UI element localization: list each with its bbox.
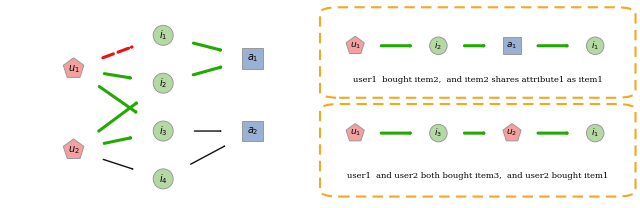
Text: $i_2$: $i_2$	[435, 40, 442, 52]
FancyBboxPatch shape	[243, 121, 263, 141]
Text: $i_3$: $i_3$	[435, 127, 442, 139]
Ellipse shape	[586, 37, 604, 54]
Polygon shape	[63, 139, 84, 158]
Ellipse shape	[586, 124, 604, 142]
Text: $a_1$: $a_1$	[247, 52, 259, 64]
Ellipse shape	[429, 124, 447, 142]
Polygon shape	[63, 58, 84, 77]
FancyBboxPatch shape	[320, 7, 636, 98]
Text: $i_2$: $i_2$	[159, 76, 167, 90]
Ellipse shape	[153, 73, 173, 93]
Text: $i_1$: $i_1$	[591, 127, 599, 139]
Text: $u_1$: $u_1$	[349, 128, 361, 138]
FancyBboxPatch shape	[503, 37, 521, 54]
Ellipse shape	[429, 37, 447, 54]
FancyBboxPatch shape	[243, 48, 263, 69]
Text: $u_1$: $u_1$	[349, 41, 361, 51]
FancyBboxPatch shape	[320, 104, 636, 197]
Polygon shape	[346, 124, 364, 141]
Text: $i_1$: $i_1$	[159, 28, 167, 42]
Text: $a_1$: $a_1$	[506, 41, 518, 51]
Ellipse shape	[153, 169, 173, 189]
Text: user1  bought item2,  and item2 shares attribute1 as item1: user1 bought item2, and item2 shares att…	[353, 76, 603, 84]
Text: $a_2$: $a_2$	[247, 125, 259, 137]
Text: $u_1$: $u_1$	[68, 63, 79, 74]
Text: $i_1$: $i_1$	[591, 40, 599, 52]
Text: $i_3$: $i_3$	[159, 124, 168, 138]
Ellipse shape	[153, 25, 173, 45]
Text: $u_2$: $u_2$	[68, 144, 79, 156]
Ellipse shape	[153, 121, 173, 141]
Text: $i_4$: $i_4$	[159, 172, 168, 186]
Text: user1  and user2 both bought item3,  and user2 bought item1: user1 and user2 both bought item3, and u…	[348, 172, 609, 180]
Polygon shape	[503, 124, 521, 141]
Text: $u_2$: $u_2$	[506, 128, 518, 138]
Polygon shape	[346, 36, 364, 53]
